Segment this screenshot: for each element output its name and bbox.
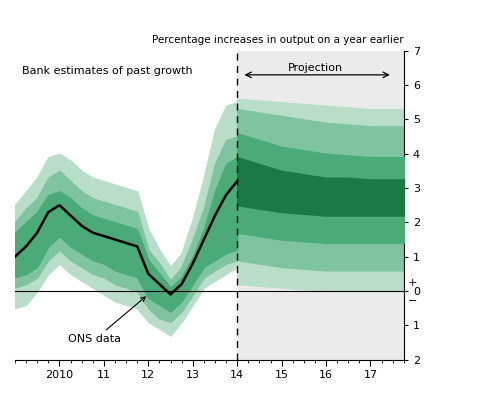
Text: Projection: Projection bbox=[287, 63, 343, 73]
Text: −: − bbox=[408, 296, 417, 306]
Text: ONS data: ONS data bbox=[68, 297, 145, 344]
Bar bbox=[15, 51, 237, 359]
Text: Bank estimates of past growth: Bank estimates of past growth bbox=[22, 66, 192, 76]
Text: Percentage increases in output on a year earlier: Percentage increases in output on a year… bbox=[152, 35, 404, 45]
Bar bbox=[237, 51, 404, 359]
Text: +: + bbox=[408, 278, 417, 288]
